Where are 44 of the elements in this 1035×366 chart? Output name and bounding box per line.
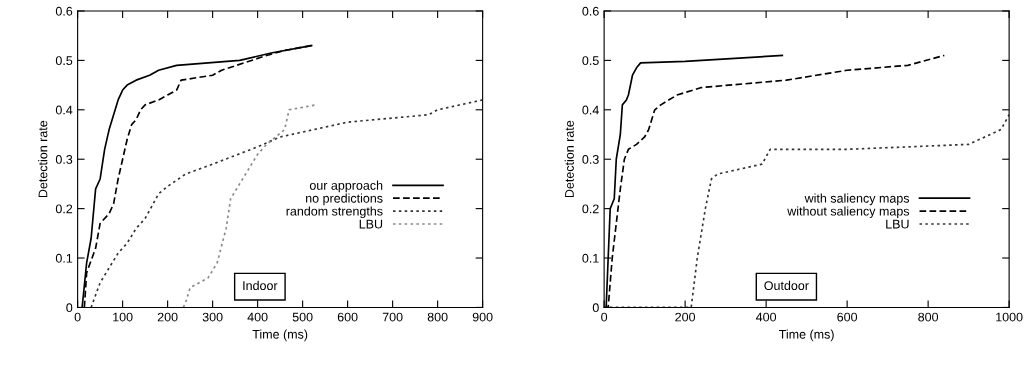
legend-label: with saliency maps (804, 193, 910, 206)
y-tick-label: 0.3 (55, 155, 73, 164)
y-tick-label: 0.1 (582, 253, 599, 263)
y-axis-title: Detection rate (564, 120, 574, 198)
y-tick-label: 0.6 (582, 6, 599, 16)
legend-label: without saliency maps (787, 206, 910, 219)
x-tick-label: 200 (157, 312, 178, 322)
x-axis-title: Time (ms) (779, 329, 834, 342)
x-tick-label: 900 (472, 312, 493, 322)
y-tick-label: 0.6 (55, 6, 73, 16)
x-tick-label: 0 (74, 312, 81, 322)
x-tick-label: 600 (837, 312, 858, 322)
annotation: Outdoor (764, 280, 809, 291)
y-tick-label: 0.2 (582, 204, 599, 214)
y-tick-label: 0.5 (55, 56, 73, 66)
annotation: Indoor (243, 280, 278, 291)
y-tick-label: 0.4 (55, 105, 73, 115)
x-tick-label: 200 (675, 312, 696, 322)
y-tick-label: 0.3 (582, 155, 599, 164)
y-axis-title: Detection rate (38, 120, 48, 198)
x-axis-title: Time (ms) (252, 329, 308, 342)
y-tick-label: 0 (66, 303, 73, 313)
legend-label: LBU (359, 219, 383, 229)
legend-label: LBU (886, 219, 909, 229)
y-tick-label: 0.4 (582, 105, 599, 115)
y-tick-label: 0.1 (55, 253, 73, 263)
y-tick-label: 0.2 (55, 204, 73, 214)
x-tick-label: 100 (113, 312, 133, 322)
y-tick-label: 0 (592, 303, 599, 313)
x-tick-label: 0 (601, 312, 608, 322)
y-tick-label: 0.5 (582, 56, 599, 66)
x-tick-label: 800 (918, 312, 939, 322)
x-tick-label: 500 (292, 312, 313, 322)
legend-label: our approach (309, 180, 383, 193)
x-tick-label: 800 (427, 312, 448, 322)
line-series (90, 99, 483, 308)
legend-label: no predictions (306, 193, 383, 206)
x-tick-label: 300 (202, 312, 223, 322)
x-tick-label: 400 (755, 312, 777, 322)
x-tick-label: 1000 (996, 312, 1023, 322)
x-tick-label: 700 (382, 312, 403, 322)
x-tick-label: 400 (247, 312, 268, 322)
legend-label: random strengths (286, 206, 383, 219)
x-tick-label: 600 (337, 312, 358, 322)
